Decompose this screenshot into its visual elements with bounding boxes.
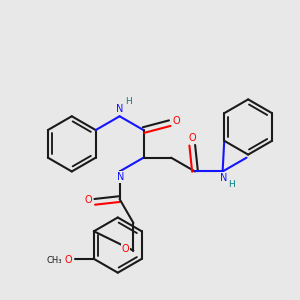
Text: O: O [64, 255, 72, 266]
Text: N: N [117, 172, 125, 182]
Text: H: H [228, 180, 235, 189]
Text: CH₃: CH₃ [47, 256, 62, 265]
Text: O: O [122, 244, 130, 254]
Text: H: H [125, 97, 132, 106]
Text: O: O [84, 195, 92, 205]
Text: O: O [188, 134, 196, 143]
Text: O: O [173, 116, 180, 126]
Text: N: N [116, 103, 123, 114]
Text: N: N [220, 173, 228, 183]
